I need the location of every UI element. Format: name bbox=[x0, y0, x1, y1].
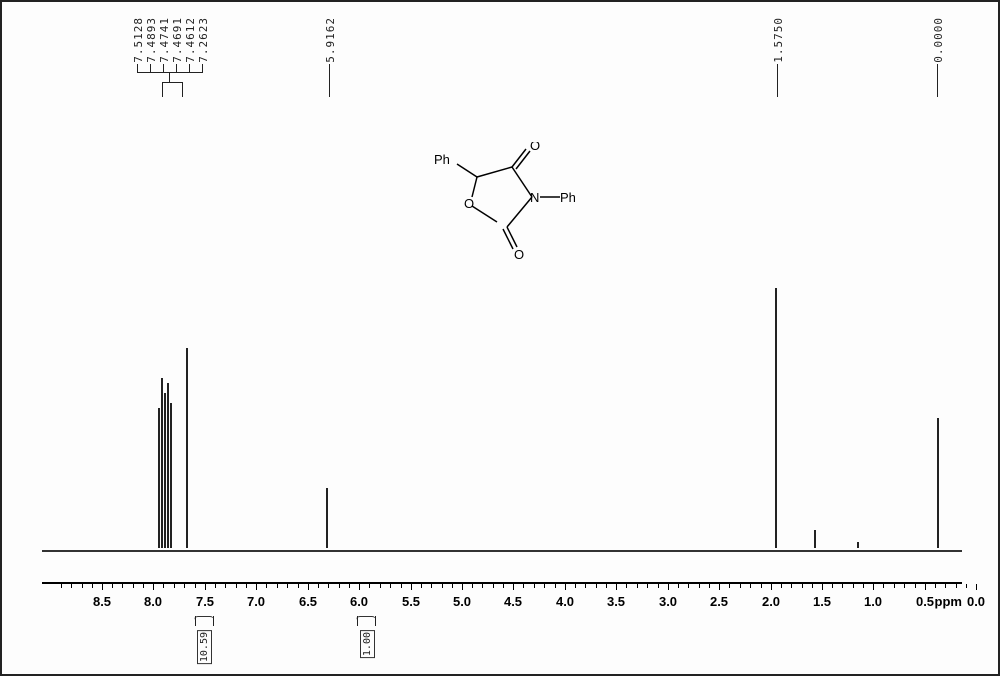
tick-label: 1.0 bbox=[864, 594, 882, 609]
peak-label: 7.4612 bbox=[184, 17, 197, 63]
chemical-structure: Ph O N Ph O O bbox=[422, 142, 582, 262]
tick-label: 6.5 bbox=[299, 594, 317, 609]
o-label: O bbox=[514, 247, 524, 262]
tick-label: 7.5 bbox=[196, 594, 214, 609]
nmr-spectrum-figure: 7.5128 7.4893 7.4741 7.4691 7.4612 7.262… bbox=[0, 0, 1000, 676]
peak bbox=[937, 418, 939, 548]
peak-label: 7.5128 bbox=[132, 17, 145, 63]
tick-label: 7.0 bbox=[247, 594, 265, 609]
tick-label: 2.0 bbox=[762, 594, 780, 609]
tick-label: 6.0 bbox=[350, 594, 368, 609]
tick-label: 8.5 bbox=[93, 594, 111, 609]
peak bbox=[857, 542, 859, 548]
tick-label: 1.5 bbox=[813, 594, 831, 609]
peak-label: 7.4741 bbox=[158, 17, 171, 63]
tick-label: 0.0 bbox=[967, 594, 985, 609]
peak bbox=[326, 488, 328, 548]
spectrum-baseline bbox=[42, 550, 962, 552]
peak-label: 1.5750 bbox=[772, 17, 785, 63]
tick-label: 0.5 bbox=[916, 594, 934, 609]
tick-label: 5.0 bbox=[453, 594, 471, 609]
ph-label: Ph bbox=[434, 152, 450, 167]
peak-label: 0.0000 bbox=[932, 17, 945, 63]
o-label: O bbox=[464, 196, 474, 211]
peak-label: 7.4893 bbox=[145, 17, 158, 63]
oxazolidinedione-structure: Ph O N Ph O O bbox=[422, 142, 582, 262]
tick-label: 3.5 bbox=[607, 594, 625, 609]
integral-value: 1.00 bbox=[360, 630, 375, 658]
axis-unit-label: ppm bbox=[935, 594, 962, 609]
tick-label: 2.5 bbox=[710, 594, 728, 609]
peak bbox=[814, 530, 816, 548]
integral-value: 10.59 bbox=[197, 630, 212, 664]
peak bbox=[186, 348, 188, 548]
tick-label: 3.0 bbox=[659, 594, 677, 609]
peak-label: 5.9162 bbox=[324, 17, 337, 63]
ph-label: Ph bbox=[560, 190, 576, 205]
peak-label: 7.4691 bbox=[171, 17, 184, 63]
tick-label: 8.0 bbox=[144, 594, 162, 609]
tick-label: 4.0 bbox=[556, 594, 574, 609]
n-label: N bbox=[530, 190, 539, 205]
peak-label: 7.2623 bbox=[197, 17, 210, 63]
x-axis: 8.5 8.0 7.5 7.0 6.5 6.0 5.5 5.0 4.5 4.0 … bbox=[42, 582, 962, 624]
tick-label: 4.5 bbox=[504, 594, 522, 609]
o-label: O bbox=[530, 142, 540, 153]
peak bbox=[775, 288, 777, 548]
tick-label: 5.5 bbox=[402, 594, 420, 609]
